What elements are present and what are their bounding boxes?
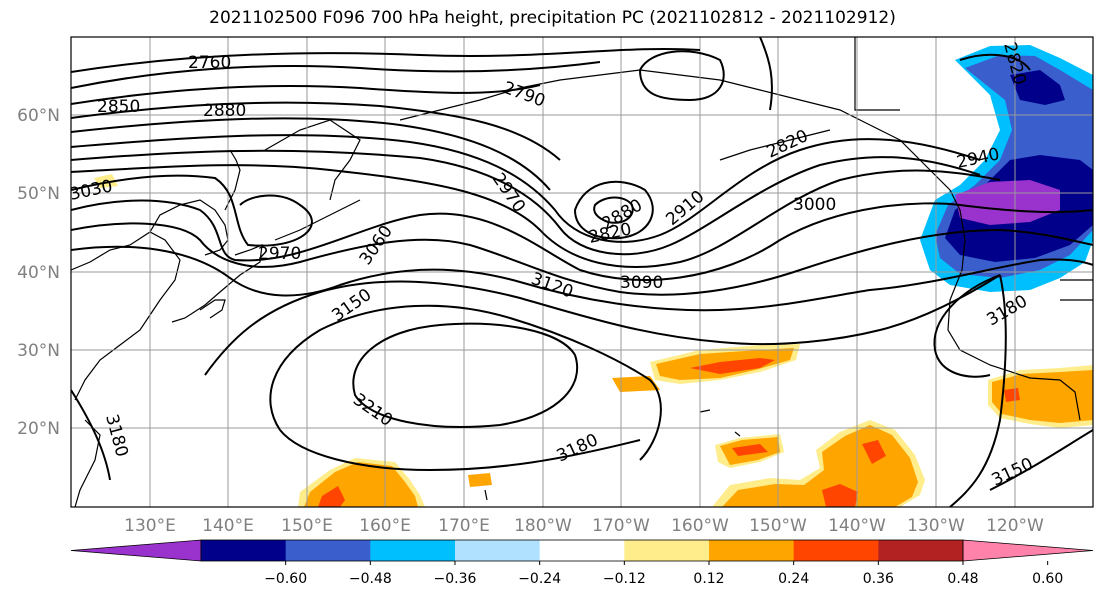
lon-label: 130°E [124, 516, 176, 536]
map-border [70, 36, 1094, 508]
colorbar-tick-label: 0.36 [863, 571, 894, 587]
colorbar-segment [285, 540, 371, 561]
lat-label: 50°N [17, 184, 60, 204]
colorbar-segment [539, 540, 625, 561]
colorbar-tick-label: 0.48 [947, 571, 978, 587]
colorbar-extend-high [962, 539, 1094, 562]
colorbar-tick-label: −0.24 [518, 571, 561, 587]
height-contours [71, 37, 1093, 507]
contour-label: 3000 [793, 195, 836, 215]
precipitation-positive-shading [94, 174, 1093, 507]
contour-label: 2850 [97, 97, 140, 117]
colorbar-outline [200, 539, 964, 562]
contour-label: 2970 [258, 244, 301, 264]
lon-label: 140°W [828, 516, 886, 536]
lon-label: 130°W [907, 516, 965, 536]
colorbar-tick-label: 0.24 [778, 571, 809, 587]
lat-label: 30°N [17, 341, 60, 361]
colorbar-tick-label: 0.60 [1032, 571, 1063, 587]
colorbar-segment [793, 540, 879, 561]
lon-label: 150°W [749, 516, 807, 536]
colorbar-segment [878, 540, 964, 561]
colorbar-tick-label: −0.48 [349, 571, 392, 587]
colorbar-tick-label: 0.12 [693, 571, 724, 587]
lat-label: 40°N [17, 263, 60, 283]
map-title: 2021102500 F096 700 hPa height, precipit… [209, 8, 896, 28]
lon-label: 170°E [438, 516, 490, 536]
latitude-labels: 60°N 50°N 40°N 30°N 20°N [17, 106, 60, 439]
lon-label: 180°W [514, 516, 572, 536]
lat-label: 60°N [17, 106, 60, 126]
lon-label: 120°W [986, 516, 1044, 536]
colorbar-segment [624, 540, 710, 561]
lon-label: 160°E [359, 516, 411, 536]
lon-label: 150°E [281, 516, 333, 536]
colorbar-segment [201, 540, 287, 561]
lon-label: 160°W [671, 516, 729, 536]
lat-label: 20°N [17, 419, 60, 439]
contour-label: 2880 [203, 101, 246, 121]
colorbar-tick-label: −0.36 [434, 571, 477, 587]
precip-colorbar: −0.60 −0.48 −0.36 −0.24 −0.12 0.12 0.24 0.36 0.4… [70, 539, 1094, 587]
colorbar-segment [709, 540, 795, 561]
contour-label: 2760 [188, 53, 231, 73]
colorbar-segment [370, 540, 456, 561]
lon-label: 170°W [592, 516, 650, 536]
colorbar-tick-label: −0.60 [264, 571, 307, 587]
graticule [71, 37, 1093, 507]
colorbar-extend-low [70, 539, 202, 562]
lon-label: 140°E [202, 516, 254, 536]
longitude-labels: 130°E 140°E 150°E 160°E 170°E 180°W 170°… [124, 516, 1044, 536]
colorbar-segment [455, 540, 541, 561]
contour-label: 3090 [620, 273, 663, 293]
colorbar-tick-label: −0.12 [603, 571, 646, 587]
